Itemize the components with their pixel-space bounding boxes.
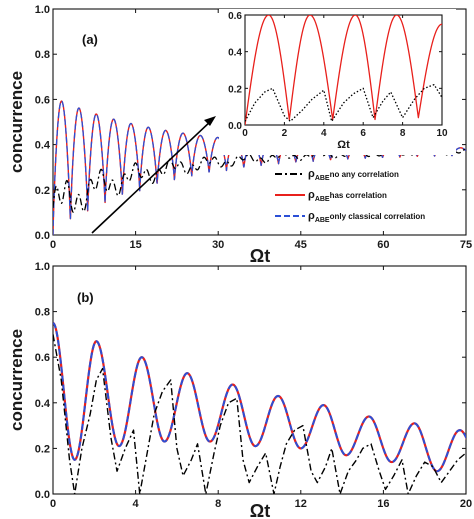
panel-b-ytick-label: 0.8	[35, 307, 50, 319]
series-b-only-classical-correlation	[53, 322, 466, 473]
panel-b-ytick-label: 0.4	[35, 398, 51, 410]
panel-b-xtick-label: 20	[460, 498, 472, 510]
inset-xtick-label: 6	[360, 128, 366, 139]
panel-a-xtick-label: 0	[50, 239, 56, 251]
panel-b-ylabel: concurrence	[7, 329, 26, 431]
inset-ytick-label: 0.2	[228, 84, 242, 95]
series-b-no-any-correlation	[53, 334, 466, 494]
inset-ytick-label: 0.6	[228, 11, 242, 22]
panel-a-xtick-label: 15	[129, 239, 141, 251]
series-b-has-correlation	[53, 322, 466, 473]
inset-frame	[244, 14, 443, 126]
panel-b: 0 4 8 12 16 20 0.0 0.2 0.4 0.6 0.8 1.0 Ωt concurrence…	[7, 261, 472, 519]
panel-a-xtick-label: 30	[212, 239, 224, 251]
panel-a-ytick-label: 0.0	[35, 230, 50, 242]
panel-a-ytick-label: 0.6	[35, 94, 50, 106]
legend-label: ρABEno any correlation	[308, 168, 399, 182]
panel-b-ytick-label: 0.2	[35, 443, 50, 455]
inset-series-no-any-correlation	[245, 84, 442, 122]
panel-a-ytick-label: 0.8	[35, 49, 50, 61]
zoom-arrow	[91, 119, 213, 234]
panel-b-xtick-label: 4	[133, 498, 140, 510]
panel-b-label: (b)	[77, 290, 94, 305]
panel-a-ytick-label: 0.4	[35, 140, 51, 152]
panel-b-xtick-label: 12	[295, 498, 307, 510]
panel-a-xtick-label: 60	[377, 239, 389, 251]
panel-a-ytick-label: 1.0	[35, 4, 50, 16]
panel-b-ytick-label: 0.6	[35, 352, 50, 364]
inset-ytick-label: 0.0	[228, 121, 242, 132]
inset-xlabel: Ωt	[337, 139, 350, 151]
panel-a-ylabel: concurrence	[7, 71, 26, 173]
inset-plot	[245, 15, 442, 125]
inset-xtick-label: 2	[282, 128, 288, 139]
panel-b-xlabel: Ωt	[250, 501, 270, 519]
panel-a-xtick-label: 75	[460, 239, 472, 251]
legend-label: ρABEhas correlation	[308, 189, 387, 203]
inset-xtick-label: 4	[321, 128, 327, 139]
panel-a-label: (a)	[82, 32, 98, 47]
panel-b-frame	[52, 265, 467, 495]
inset-xtick-label: 0	[242, 128, 248, 139]
panel-a-xtick-label: 45	[295, 239, 307, 251]
panel-b-ytick-label: 1.0	[35, 261, 50, 273]
panel-b-xtick-label: 0	[50, 498, 56, 510]
legend-label: ρABEonly classical correlation	[308, 210, 425, 224]
zoom-arrow-head	[204, 116, 216, 126]
inset-series-has-correlation	[245, 15, 442, 125]
panel-b-ytick-label: 0.0	[35, 489, 50, 501]
inset-xtick-label: 8	[400, 128, 406, 139]
panel-a-ytick-label: 0.2	[35, 185, 50, 197]
inset: 0 2 4 6 8 10 0.0 0.2 0.4 0.6 Ωt	[219, 9, 456, 155]
inset-ytick-label: 0.4	[228, 48, 242, 59]
panel-b-xtick-label: 8	[215, 498, 221, 510]
inset-xtick-label: 10	[436, 128, 448, 139]
panel-a-xlabel: Ωt	[250, 246, 270, 266]
panel-b-xtick-label: 16	[377, 498, 389, 510]
panel-b-plot	[53, 322, 466, 494]
panel-a: 0 15 30 45 60 750.00.20.40.60.81.0Ωtconcurren…	[7, 4, 472, 266]
